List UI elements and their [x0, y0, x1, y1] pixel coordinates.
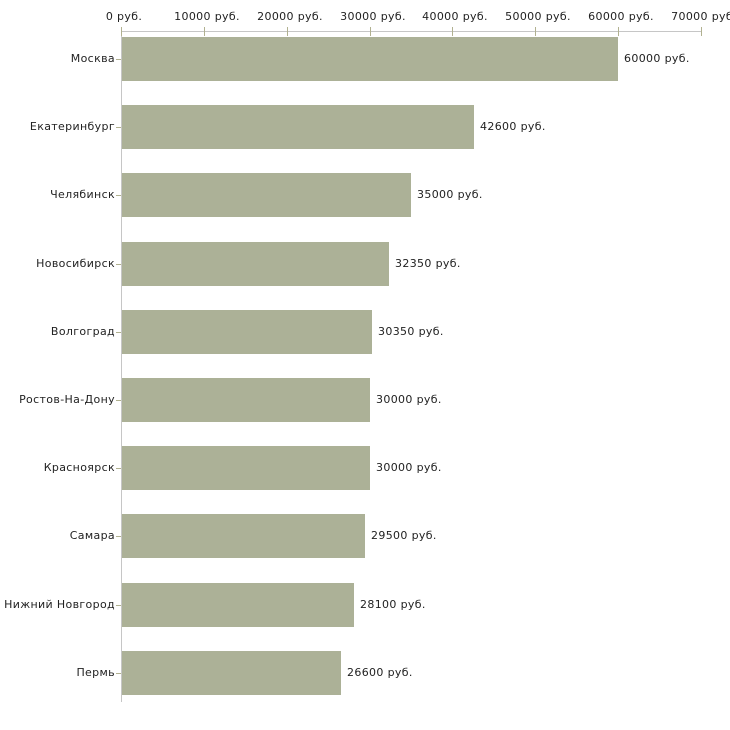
category-label: Екатеринбург: [29, 120, 115, 133]
category-label: Волгоград: [50, 325, 115, 338]
value-label: 26600 руб.: [347, 666, 413, 679]
x-axis-tick-label: 0 руб.: [105, 10, 143, 23]
x-axis-tick: [701, 27, 702, 36]
y-axis-tick: [116, 605, 121, 606]
category-label: Новосибирск: [36, 257, 115, 270]
x-axis-tick-label: 50000 руб.: [505, 10, 571, 23]
x-axis-tick-label: 10000 руб.: [174, 10, 240, 23]
value-label: 32350 руб.: [395, 257, 461, 270]
x-axis-tick: [535, 27, 536, 36]
bar: [122, 583, 354, 627]
bar: [122, 310, 372, 354]
bar: [122, 242, 389, 286]
x-axis-tick: [204, 27, 205, 36]
value-label: 30000 руб.: [376, 461, 442, 474]
category-label: Нижний Новгород: [4, 598, 115, 611]
y-axis-tick: [116, 195, 121, 196]
category-label: Ростов-На-Дону: [19, 393, 115, 406]
category-label: Красноярск: [43, 461, 115, 474]
y-axis-tick: [116, 673, 121, 674]
bar: [122, 37, 618, 81]
x-axis-line: [121, 31, 702, 32]
x-axis-tick: [452, 27, 453, 36]
y-axis-tick: [116, 127, 121, 128]
category-label: Пермь: [76, 666, 115, 679]
x-axis-tick: [370, 27, 371, 36]
value-label: 28100 руб.: [360, 598, 426, 611]
x-axis-tick-label: 70000 руб.: [671, 10, 730, 23]
value-label: 60000 руб.: [624, 52, 690, 65]
x-axis-tick-label: 60000 руб.: [588, 10, 654, 23]
bar: [122, 105, 474, 149]
y-axis-tick: [116, 59, 121, 60]
y-axis-tick: [116, 536, 121, 537]
x-axis-tick-label: 40000 руб.: [422, 10, 488, 23]
x-axis-tick: [121, 27, 122, 36]
value-label: 42600 руб.: [480, 120, 546, 133]
x-axis-tick-label: 20000 руб.: [257, 10, 323, 23]
x-axis-tick: [618, 27, 619, 36]
value-label: 30000 руб.: [376, 393, 442, 406]
x-axis-tick-label: 30000 руб.: [340, 10, 406, 23]
bar: [122, 173, 411, 217]
value-label: 35000 руб.: [417, 188, 483, 201]
value-label: 29500 руб.: [371, 529, 437, 542]
bar: [122, 514, 365, 558]
y-axis-tick: [116, 468, 121, 469]
y-axis-tick: [116, 400, 121, 401]
value-label: 30350 руб.: [378, 325, 444, 338]
category-label: Челябинск: [50, 188, 115, 201]
y-axis-tick: [116, 264, 121, 265]
y-axis-line: [121, 31, 122, 702]
bar: [122, 378, 370, 422]
category-label: Самара: [69, 529, 115, 542]
bar: [122, 446, 370, 490]
bar: [122, 651, 341, 695]
x-axis-tick: [287, 27, 288, 36]
category-label: Москва: [70, 52, 115, 65]
y-axis-tick: [116, 332, 121, 333]
